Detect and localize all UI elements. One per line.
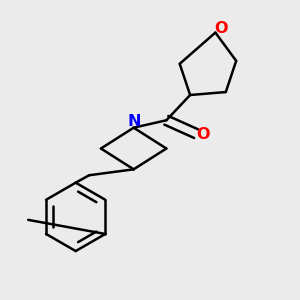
Text: O: O: [214, 21, 227, 36]
Text: O: O: [196, 127, 210, 142]
Text: N: N: [128, 114, 141, 129]
